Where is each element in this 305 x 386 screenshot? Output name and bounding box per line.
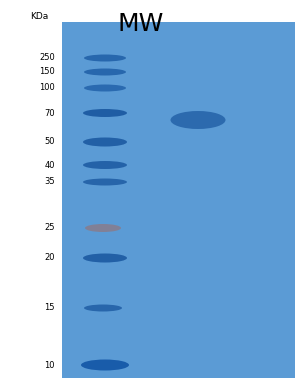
Bar	[62, 22, 295, 378]
Ellipse shape	[84, 305, 122, 312]
Ellipse shape	[81, 359, 129, 371]
Text: 100: 100	[39, 83, 55, 93]
Text: 150: 150	[39, 68, 55, 76]
Text: 250: 250	[39, 54, 55, 63]
Ellipse shape	[83, 137, 127, 147]
Text: 70: 70	[44, 108, 55, 117]
Text: 50: 50	[45, 137, 55, 147]
Text: MW: MW	[118, 12, 164, 36]
Ellipse shape	[170, 111, 225, 129]
Ellipse shape	[85, 224, 121, 232]
Ellipse shape	[83, 161, 127, 169]
Ellipse shape	[84, 54, 126, 61]
Ellipse shape	[83, 109, 127, 117]
Text: 10: 10	[45, 361, 55, 369]
Text: 20: 20	[45, 254, 55, 262]
Text: 25: 25	[45, 223, 55, 232]
Ellipse shape	[83, 254, 127, 262]
Text: 15: 15	[45, 303, 55, 313]
Ellipse shape	[83, 178, 127, 186]
Ellipse shape	[84, 85, 126, 91]
Ellipse shape	[84, 68, 126, 76]
Text: 35: 35	[44, 178, 55, 186]
Text: KDa: KDa	[30, 12, 48, 21]
Text: 40: 40	[45, 161, 55, 169]
